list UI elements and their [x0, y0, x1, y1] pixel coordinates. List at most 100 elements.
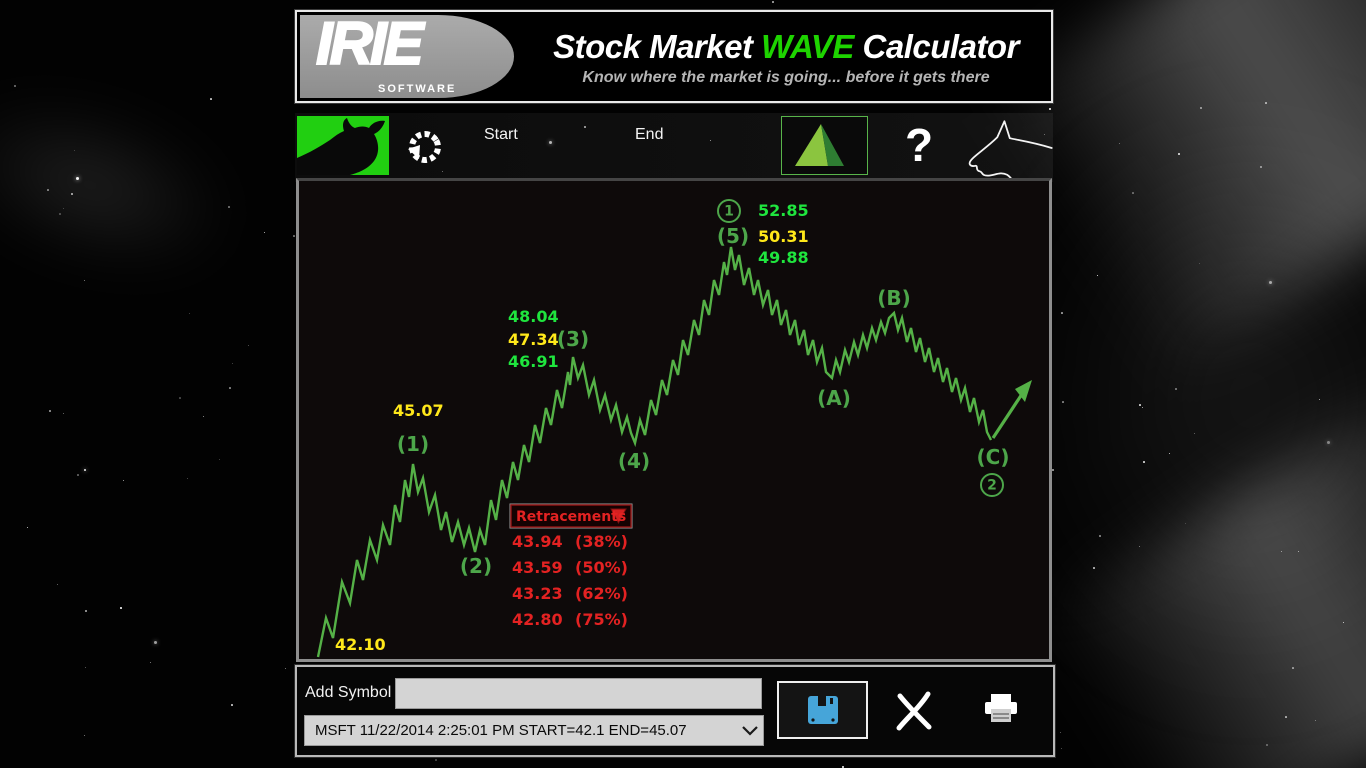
retracement-percent: (38%) [575, 532, 628, 551]
print-icon[interactable] [980, 691, 1022, 733]
star [59, 213, 61, 215]
wave-label: (C) [977, 445, 1010, 469]
price-label: 48.04 [508, 307, 559, 326]
price-label: 45.07 [393, 401, 444, 420]
star [1185, 523, 1186, 524]
wave-label: (3) [557, 327, 589, 351]
star [1142, 407, 1144, 409]
app-title-part2: Calculator [853, 28, 1020, 65]
help-button[interactable]: ? [904, 119, 934, 171]
star [842, 766, 844, 768]
star [49, 410, 51, 412]
star [1194, 433, 1196, 435]
star [14, 85, 17, 88]
star [150, 662, 152, 664]
star [1061, 312, 1063, 314]
star [435, 759, 437, 761]
star [293, 235, 295, 237]
symbol-input[interactable] [395, 678, 762, 709]
star [1175, 388, 1177, 390]
star [1099, 535, 1101, 537]
star [248, 345, 250, 347]
star [63, 208, 65, 210]
bull-button[interactable] [297, 116, 389, 175]
projection-arrow-head [1015, 380, 1032, 402]
bear-outline-icon[interactable] [963, 115, 1053, 191]
app-title-area: Stock Market WAVE Calculator Know where … [522, 12, 1050, 101]
star [584, 126, 586, 128]
star [84, 280, 86, 282]
history-dropdown-value: MSFT 11/22/2014 2:25:01 PM START=42.1 EN… [315, 722, 687, 739]
star [1265, 102, 1267, 104]
save-button[interactable] [777, 681, 868, 739]
add-symbol-label: Add Symbol [305, 684, 392, 701]
star [154, 641, 158, 645]
irie-logo-subtext: SOFTWARE [378, 83, 457, 95]
star [1199, 263, 1201, 265]
star [1281, 551, 1283, 553]
star [1062, 401, 1064, 403]
star [442, 171, 444, 173]
wave-label: (B) [877, 286, 911, 310]
retracements-dropdown[interactable]: Retracements [509, 503, 633, 529]
star [1052, 469, 1054, 471]
toolbar: Start End ? [295, 113, 1053, 251]
star [1093, 567, 1095, 569]
chevron-down-icon [742, 725, 758, 736]
star [1292, 667, 1294, 669]
price-label: 47.34 [508, 330, 559, 349]
retracements-title: Retracements [516, 509, 626, 525]
star [187, 478, 189, 480]
circled-wave-label: 1 [724, 204, 734, 220]
star [1132, 192, 1134, 194]
star [710, 140, 712, 142]
price-label: 50.31 [758, 227, 809, 246]
star [1169, 453, 1171, 455]
mountain-peak-icon [795, 124, 844, 166]
star [77, 474, 79, 476]
star [47, 189, 49, 191]
history-dropdown[interactable]: MSFT 11/22/2014 2:25:01 PM START=42.1 EN… [304, 715, 764, 746]
wave-line [316, 246, 993, 658]
star [549, 141, 553, 145]
star [1060, 732, 1062, 734]
circled-wave-label-ring [980, 473, 1004, 497]
wave-label: (4) [618, 449, 650, 473]
close-icon[interactable] [892, 689, 936, 733]
peak-button[interactable] [781, 116, 868, 175]
star [120, 607, 122, 609]
end-label: End [635, 126, 664, 143]
star [1269, 281, 1273, 285]
star [229, 387, 231, 389]
star [123, 480, 125, 482]
irie-logo: IRIE SOFTWARE [300, 9, 514, 98]
app-title-wave: WAVE [761, 28, 854, 65]
retracement-percent: (62%) [575, 584, 628, 603]
price-label: 52.85 [758, 201, 809, 220]
price-label: 46.91 [508, 352, 559, 371]
retracements-arrow-icon [610, 508, 627, 525]
wave-label: (A) [817, 386, 851, 410]
star [1298, 551, 1300, 553]
star [228, 206, 230, 208]
bottom-bar: Add Symbol MSFT 11/22/2014 2:25:01 PM ST… [294, 664, 1056, 758]
refresh-icon[interactable] [403, 125, 447, 169]
star [772, 1, 774, 3]
circled-wave-label-ring [717, 199, 741, 223]
star [85, 667, 87, 669]
star [231, 704, 233, 706]
star [210, 98, 212, 100]
star [1319, 399, 1321, 401]
price-label: 42.10 [335, 635, 386, 654]
retracement-percent: (75%) [575, 610, 628, 629]
star [1139, 404, 1141, 406]
star [1061, 748, 1063, 750]
star [74, 150, 76, 152]
projection-arrow [991, 393, 1024, 439]
star [84, 735, 86, 737]
star [1044, 134, 1046, 136]
star [264, 232, 266, 234]
app-title: Stock Market WAVE Calculator [522, 28, 1050, 66]
wave-label: (1) [397, 432, 429, 456]
